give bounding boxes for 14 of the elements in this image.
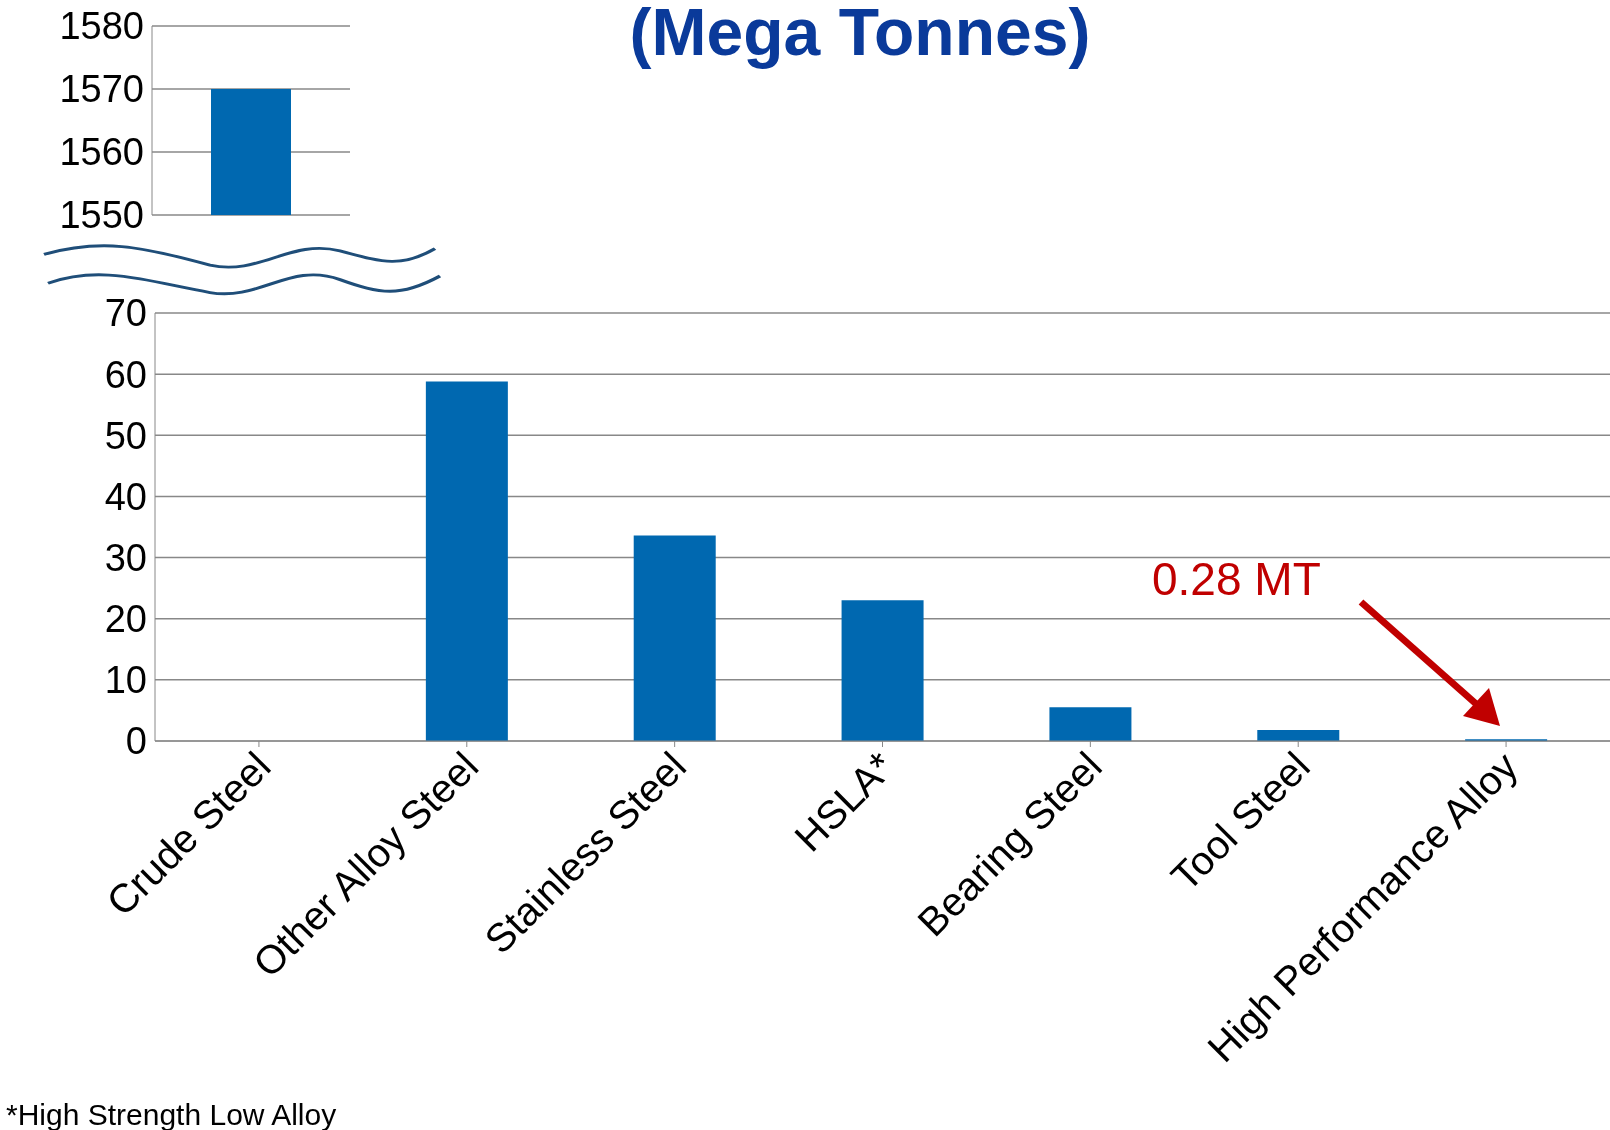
y-tick-label: 1560 xyxy=(59,131,144,174)
chart-title: (Mega Tonnes) xyxy=(628,0,1092,70)
y-tick-label: 1580 xyxy=(59,5,144,48)
y-tick-label: 1570 xyxy=(59,68,144,111)
y-tick-label: 0 xyxy=(125,720,147,763)
annotation: 0.28 MT xyxy=(1152,552,1321,606)
y-tick-label: 10 xyxy=(104,659,147,702)
y-tick-label: 70 xyxy=(104,292,147,335)
y-tick-label: 20 xyxy=(104,598,147,641)
y-tick-label: 1550 xyxy=(59,194,144,237)
y-tick-label: 30 xyxy=(104,537,147,580)
y-tick-label: 40 xyxy=(104,475,147,518)
y-tick-label: 50 xyxy=(104,414,147,457)
y-tick-label: 60 xyxy=(104,353,147,396)
